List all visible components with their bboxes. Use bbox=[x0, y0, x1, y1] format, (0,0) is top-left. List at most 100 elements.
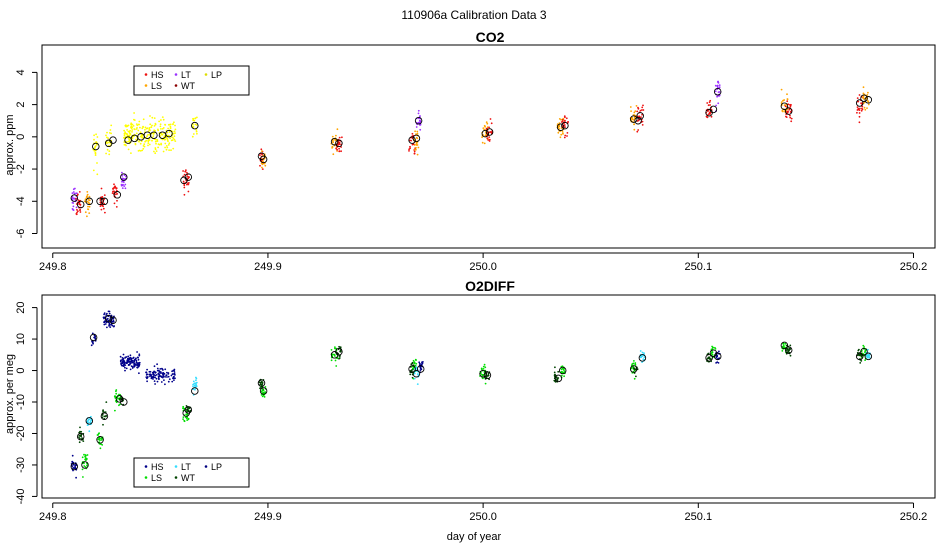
co2-mean-marker bbox=[330, 137, 339, 146]
o2diff-point bbox=[101, 416, 104, 419]
co2-point bbox=[86, 191, 89, 193]
co2-point bbox=[641, 120, 644, 123]
co2-point bbox=[140, 140, 143, 143]
o2diff-point bbox=[131, 367, 134, 369]
o2diff-point bbox=[193, 384, 196, 387]
o2diff-point bbox=[563, 375, 565, 378]
co2-point bbox=[261, 150, 263, 153]
o2diff-mean-marker bbox=[81, 461, 89, 469]
co2-point bbox=[136, 124, 139, 127]
o2diff-point bbox=[418, 362, 421, 365]
o2diff-point bbox=[708, 356, 711, 359]
co2-point bbox=[84, 211, 87, 214]
co2-point bbox=[149, 115, 151, 117]
co2-point bbox=[633, 111, 636, 114]
co2-point bbox=[718, 91, 721, 93]
co2-point bbox=[123, 174, 126, 177]
co2-point bbox=[486, 126, 489, 129]
o2diff-point bbox=[99, 439, 101, 442]
o2diff-point bbox=[164, 368, 167, 371]
o2diff-point bbox=[334, 355, 336, 357]
o2diff-point bbox=[83, 462, 85, 465]
co2-point bbox=[340, 150, 342, 153]
co2-point bbox=[641, 113, 643, 116]
o2diff-point bbox=[162, 369, 164, 371]
o2diff-point bbox=[133, 360, 136, 363]
o2diff-point bbox=[786, 347, 789, 350]
co2-point bbox=[123, 129, 125, 132]
o2diff-point bbox=[781, 350, 784, 352]
co2-point bbox=[174, 132, 177, 135]
co2-point bbox=[170, 149, 172, 152]
o2diff-point bbox=[194, 382, 197, 385]
co2-point bbox=[414, 149, 416, 151]
co2-mean-marker bbox=[634, 116, 642, 125]
o2diff-point bbox=[167, 375, 170, 378]
o2diff-point bbox=[157, 377, 160, 379]
o2diff-point bbox=[88, 430, 91, 433]
co2-point bbox=[146, 135, 148, 138]
co2-point bbox=[415, 126, 418, 128]
co2-point bbox=[72, 205, 75, 208]
co2-point bbox=[152, 135, 155, 138]
co2-point bbox=[134, 143, 137, 146]
co2-point bbox=[159, 125, 162, 128]
o2diff-point bbox=[109, 326, 112, 328]
o2diff-y-tick-label: -30 bbox=[15, 457, 27, 473]
co2-point bbox=[559, 136, 562, 139]
o2diff-point bbox=[187, 406, 190, 409]
co2-point bbox=[173, 138, 176, 141]
co2-point bbox=[786, 93, 788, 96]
o2diff-point bbox=[171, 380, 174, 383]
co2-point bbox=[488, 140, 491, 142]
co2-point bbox=[566, 135, 568, 137]
co2-point bbox=[641, 106, 644, 109]
co2-point bbox=[72, 209, 75, 212]
co2-point bbox=[138, 123, 141, 126]
o2diff-point bbox=[105, 414, 107, 417]
o2diff-point bbox=[78, 441, 81, 444]
o2diff-point bbox=[789, 347, 791, 350]
co2-y-tick-label: -2 bbox=[15, 164, 27, 174]
o2diff-mean-marker bbox=[335, 347, 343, 356]
co2-point bbox=[115, 187, 118, 190]
co2-point bbox=[87, 205, 89, 208]
co2-point bbox=[193, 119, 196, 122]
co2-point bbox=[164, 142, 167, 145]
co2-point bbox=[488, 126, 490, 129]
co2-point bbox=[96, 162, 98, 164]
co2-point bbox=[155, 142, 157, 145]
o2diff-point bbox=[338, 345, 340, 348]
o2diff-point bbox=[557, 370, 560, 373]
co2-point bbox=[784, 105, 787, 108]
o2diff-point bbox=[130, 365, 133, 368]
co2-point bbox=[786, 98, 789, 101]
co2-point bbox=[126, 129, 128, 131]
co2-point bbox=[485, 121, 488, 124]
o2diff-point bbox=[192, 380, 195, 383]
co2-point bbox=[706, 116, 709, 119]
co2-mean-marker bbox=[485, 128, 494, 136]
co2-point bbox=[152, 133, 155, 135]
co2-point bbox=[106, 131, 108, 134]
o2diff-point bbox=[857, 349, 860, 352]
co2-point bbox=[186, 183, 188, 186]
co2-point bbox=[187, 177, 190, 180]
o2diff-point bbox=[133, 364, 136, 366]
o2diff-point bbox=[86, 424, 89, 426]
co2-legend-label: HS bbox=[151, 70, 164, 80]
o2diff-point bbox=[166, 371, 168, 374]
o2diff-point bbox=[156, 380, 159, 383]
co2-point bbox=[867, 103, 870, 106]
o2diff-point bbox=[170, 374, 173, 377]
o2diff-point bbox=[122, 353, 125, 356]
co2-point bbox=[142, 125, 144, 128]
co2-point bbox=[259, 154, 261, 157]
o2diff-point bbox=[149, 374, 152, 376]
co2-point bbox=[332, 141, 334, 144]
co2-point bbox=[408, 150, 410, 152]
o2diff-point bbox=[633, 377, 636, 380]
o2diff-point bbox=[419, 366, 422, 369]
co2-y-tick-label: 0 bbox=[15, 134, 27, 140]
o2diff-point bbox=[418, 361, 421, 364]
